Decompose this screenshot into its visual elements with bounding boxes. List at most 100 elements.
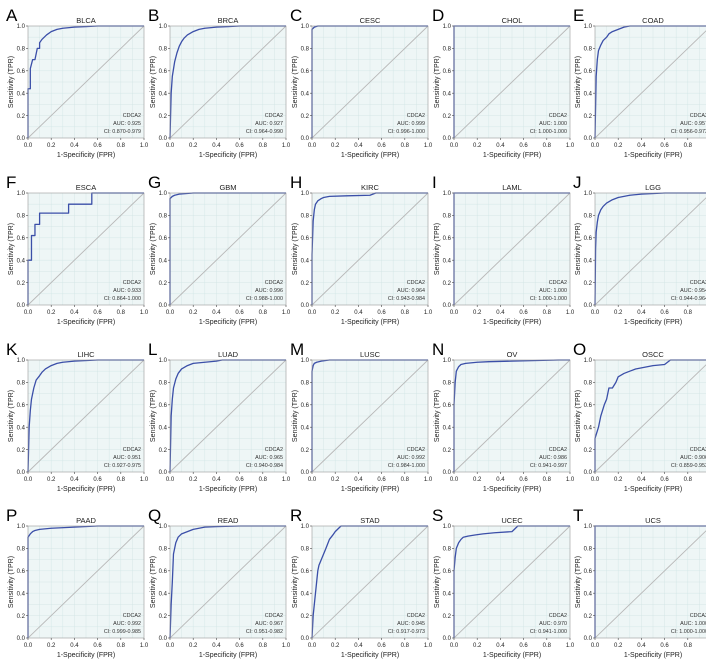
x-axis-label: 1-Specificity (FPR) <box>57 486 115 493</box>
y-axis-label: Sensitivity (TPR) <box>575 223 582 275</box>
y-tick-label: 1.0 <box>159 24 168 30</box>
annotation-auc: AUC: 0.992 <box>397 455 425 461</box>
x-tick-label: 0.6 <box>93 477 102 483</box>
x-tick-label: 0.6 <box>235 310 244 316</box>
y-tick-label: 0.2 <box>301 614 310 620</box>
y-tick-label: 1.0 <box>301 524 310 530</box>
y-tick-label: 1.0 <box>584 24 593 30</box>
y-tick-label: 0.0 <box>301 303 310 309</box>
diagonal-reference-line <box>27 525 145 639</box>
y-tick-label: 0.4 <box>584 591 593 597</box>
annotation-auc: AUC: 0.954 <box>680 288 706 294</box>
y-tick-label: 1.0 <box>443 524 452 530</box>
y-tick-label: 0.0 <box>159 303 168 309</box>
diagonal-reference-line <box>27 359 145 473</box>
annotation-ci: CI: 0.951-0.982 <box>246 629 283 635</box>
plot-frame <box>27 25 145 139</box>
y-tick-label: 0.0 <box>584 470 593 476</box>
x-tick-label: 0.0 <box>166 643 175 649</box>
y-tick-label: 0.0 <box>443 470 452 476</box>
grid-lines <box>28 360 144 472</box>
y-tick-label: 0.6 <box>584 69 593 75</box>
y-tick-label: 0.8 <box>584 214 593 220</box>
x-axis-label: 1-Specificity (FPR) <box>624 486 682 493</box>
x-tick-label: 1.0 <box>140 477 149 483</box>
annotation-ci: CI: 1.000-1.000 <box>671 629 706 635</box>
x-tick-label: 0.4 <box>496 643 505 649</box>
plot-frame <box>453 192 571 306</box>
y-tick-label: 0.8 <box>159 214 168 220</box>
x-tick-label: 1.0 <box>140 643 149 649</box>
diagonal-reference-line <box>169 192 287 306</box>
grid-lines <box>454 360 570 472</box>
y-tick-label: 0.0 <box>17 636 26 642</box>
y-tick-label: 0.2 <box>17 281 26 287</box>
panel-letter: D <box>432 6 444 25</box>
y-tick-label: 0.8 <box>17 47 26 53</box>
panel-letter: B <box>148 6 159 25</box>
panel-letter: G <box>148 173 161 192</box>
plot-frame <box>311 525 429 639</box>
annotation-auc: AUC: 0.992 <box>113 621 141 627</box>
roc-panel-lgg: JLGG0.00.20.40.60.81.00.00.20.40.60.81.0… <box>573 173 706 326</box>
panel-title: GBM <box>219 183 236 192</box>
x-tick-label: 0.6 <box>377 143 386 149</box>
y-tick-label: 1.0 <box>301 191 310 197</box>
grid-lines <box>595 26 706 138</box>
x-axis-label: 1-Specificity (FPR) <box>483 486 541 493</box>
y-tick-label: 0.0 <box>443 303 452 309</box>
panel-title: PAAD <box>76 516 96 525</box>
y-axis-label: Sensitivity (TPR) <box>575 56 582 108</box>
annotation-ci: CI: 0.870-0.979 <box>104 129 141 135</box>
y-tick-label: 0.0 <box>159 470 168 476</box>
x-axis-label: 1-Specificity (FPR) <box>483 152 541 159</box>
y-tick-label: 1.0 <box>443 24 452 30</box>
x-tick-label: 0.2 <box>47 477 56 483</box>
y-tick-label: 0.6 <box>443 569 452 575</box>
y-tick-label: 0.2 <box>584 114 593 120</box>
plot-frame <box>169 525 287 639</box>
x-tick-label: 0.0 <box>166 143 175 149</box>
y-tick-label: 1.0 <box>17 524 26 530</box>
x-tick-label: 0.8 <box>259 477 268 483</box>
roc-panel-ov: N OV 0.0 0.2 0.4 0.6 0.8 1.0 0.0 0.2 0.4 0.6 0.8 1.0 1… <box>432 340 575 493</box>
panel-title: LUSC <box>360 350 381 359</box>
diagonal-reference-line <box>453 25 571 139</box>
plot-frame <box>594 359 706 473</box>
panel-title: LAML <box>502 183 522 192</box>
y-tick-label: 0.4 <box>159 91 168 97</box>
diagonal-reference-line <box>453 525 571 639</box>
y-tick-label: 0.4 <box>443 258 452 264</box>
x-axis-label: 1-Specificity (FPR) <box>624 652 682 659</box>
y-axis-label: Sensitivity (TPR) <box>292 390 299 442</box>
x-tick-label: 0.4 <box>354 477 363 483</box>
y-tick-label: 0.2 <box>17 448 26 454</box>
y-tick-label: 0.2 <box>159 114 168 120</box>
y-tick-label: 1.0 <box>17 358 26 364</box>
annotation-gene: CDCA2 <box>690 113 706 119</box>
x-axis-label: 1-Specificity (FPR) <box>624 319 682 326</box>
x-tick-label: 1.0 <box>566 643 575 649</box>
diagonal-reference-line <box>453 359 571 473</box>
y-axis-label: Sensitivity (TPR) <box>292 556 299 608</box>
x-tick-label: 0.4 <box>212 310 221 316</box>
grid-lines <box>170 360 286 472</box>
roc-panel-stad: R STAD 0.0 0.2 0.4 0.6 0.8 1.0 0.0 0.2 0.4 0.6 0.8 1.… <box>290 506 433 659</box>
x-tick-label: 0.6 <box>93 143 102 149</box>
roc-panel-esca: F ESCA 0.0 0.2 0.4 0.6 0.8 1.0 0.0 0.2 0.4 0.6 0.8 1.… <box>6 173 149 326</box>
annotation-auc: AUC: 0.970 <box>539 621 567 627</box>
y-axis-label: Sensitivity (TPR) <box>150 390 157 442</box>
y-tick-label: 0.0 <box>159 136 168 142</box>
y-tick-label: 0.6 <box>17 69 26 75</box>
y-tick-label: 0.6 <box>159 236 168 242</box>
plot-frame <box>311 25 429 139</box>
x-axis-label: 1-Specificity (FPR) <box>199 652 257 659</box>
x-tick-label: 0.0 <box>24 143 33 149</box>
y-tick-label: 0.8 <box>584 547 593 553</box>
x-axis-label: 1-Specificity (FPR) <box>483 319 541 326</box>
x-tick-label: 0.6 <box>519 477 528 483</box>
roc-panel-paad: P PAAD 0.0 0.2 0.4 0.6 0.8 1.0 0.0 0.2 0.4 0.6 0.8 1.… <box>6 506 149 659</box>
x-tick-label: 0.8 <box>117 143 126 149</box>
panel-letter: T <box>573 506 583 525</box>
x-tick-label: 0.6 <box>235 643 244 649</box>
